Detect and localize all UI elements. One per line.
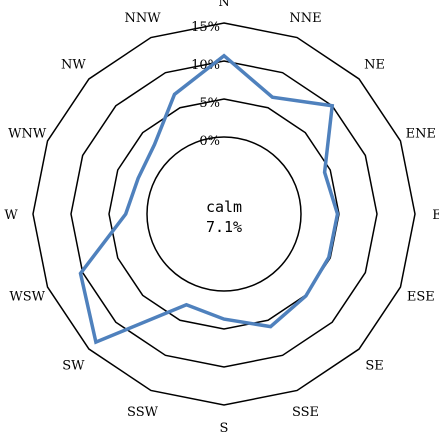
radial-tick-label: 5% <box>199 96 220 111</box>
calm-circle <box>146 136 302 292</box>
direction-label-ne: NE <box>364 57 385 72</box>
direction-label-wsw: WSW <box>9 290 45 305</box>
calm-label: calm <box>206 198 242 216</box>
direction-label-n: N <box>218 0 229 10</box>
direction-label-w: W <box>4 208 18 223</box>
direction-label-ene: ENE <box>406 127 436 142</box>
direction-label-ese: ESE <box>407 290 435 305</box>
radial-grid <box>32 22 416 406</box>
direction-label-se: SE <box>365 359 383 374</box>
radial-tick-label: 10% <box>191 58 220 73</box>
series-line <box>78 53 340 345</box>
direction-label-sw: SW <box>62 359 85 374</box>
direction-label-sse: SSE <box>292 405 319 420</box>
calm-value: 7.1% <box>206 218 242 236</box>
direction-label-e: E <box>432 208 439 223</box>
direction-label-nne: NNE <box>289 11 321 26</box>
grid-ring-15 <box>32 22 416 406</box>
direction-label-nnw: NNW <box>124 11 161 26</box>
radial-tick-labels: 0% 5% 10% 15% <box>191 20 220 149</box>
direction-labels: N NNE NE ENE E ESE SE SSE S SSW SW WSW W WNW NW NNW <box>4 0 439 434</box>
grid-ring-5 <box>108 98 340 330</box>
direction-label-wnw: WNW <box>8 127 47 142</box>
direction-label-ssw: SSW <box>127 405 159 420</box>
direction-label-s: S <box>220 421 229 434</box>
grid-ring-10 <box>70 60 378 368</box>
radial-tick-label: 0% <box>199 134 220 149</box>
direction-label-nw: NW <box>61 57 86 72</box>
radial-tick-label: 15% <box>191 20 220 35</box>
